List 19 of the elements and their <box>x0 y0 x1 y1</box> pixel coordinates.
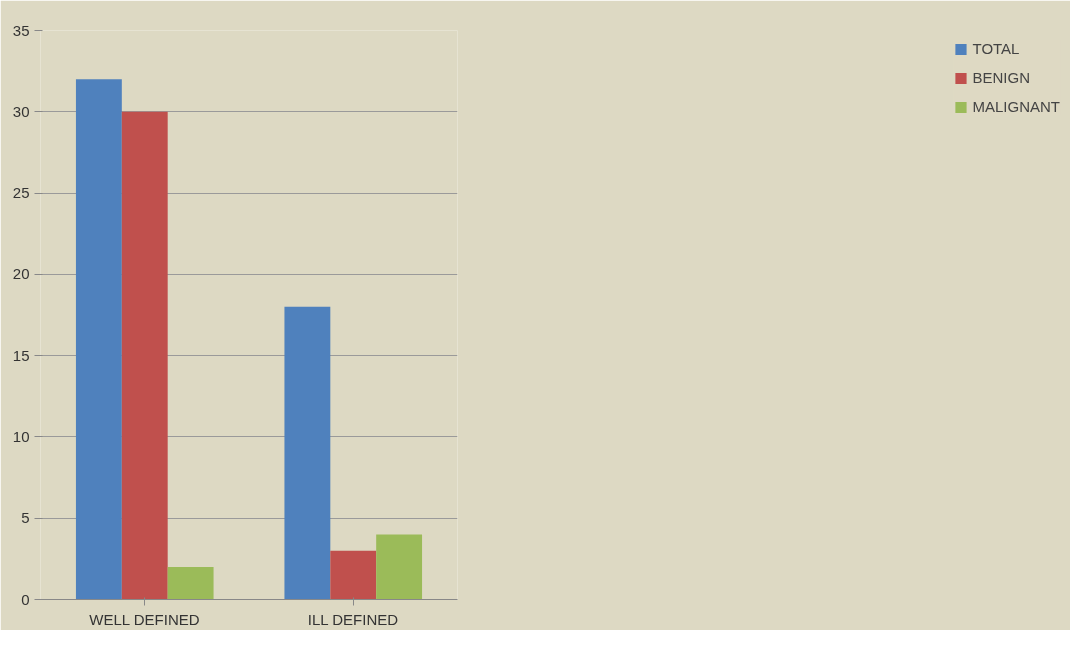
y-tick-label: 35 <box>12 21 30 39</box>
legend-label: BENIGN <box>972 69 1030 86</box>
y-tick-label: 5 <box>21 509 30 527</box>
bar <box>167 566 214 600</box>
y-tick-label: 30 <box>12 102 30 120</box>
y-tick-label: 0 <box>21 590 30 608</box>
legend-label: MALIGNANT <box>972 98 1060 115</box>
bar <box>284 306 331 600</box>
y-tick-label: 15 <box>12 346 30 364</box>
y-tick-label: 25 <box>12 184 30 202</box>
y-tick-label: 10 <box>12 427 30 445</box>
bar <box>121 111 168 600</box>
x-tick-label: ILL DEFINED <box>307 610 399 628</box>
bar <box>376 534 423 600</box>
bar <box>330 550 377 600</box>
x-tick-label: WELL DEFINED <box>89 610 200 628</box>
y-tick-label: 20 <box>12 265 30 283</box>
legend-label: TOTAL <box>972 40 1020 57</box>
bar <box>75 79 122 600</box>
